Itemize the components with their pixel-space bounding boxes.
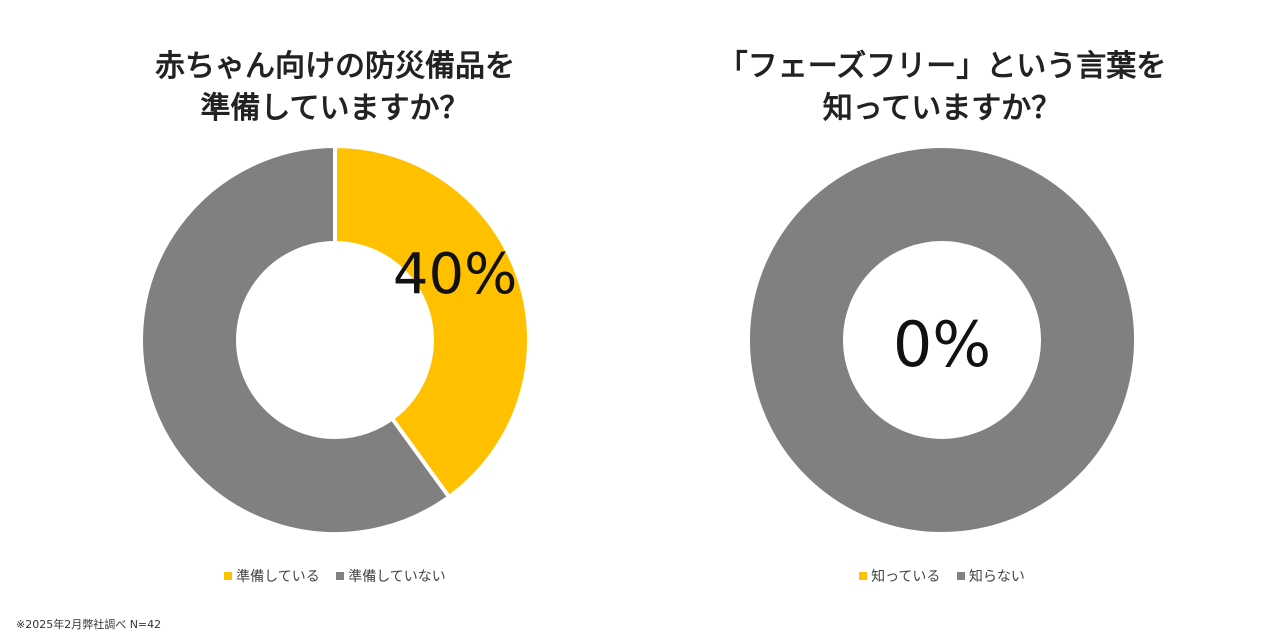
legend-swatch <box>336 572 345 580</box>
footnote: ※2025年2月弊社調べ N=42 <box>16 618 162 631</box>
chart-legend: 知っている 知らない <box>622 566 1262 586</box>
legend-item: 知らない <box>956 566 1025 586</box>
chart-panel-baby-supplies: 赤ちゃん向けの防災備品を 準備していますか？ 40% 準備している 準備していな… <box>15 0 655 600</box>
chart-legend: 準備している 準備していない <box>15 566 655 586</box>
legend-item: 知っている <box>859 566 940 586</box>
donut-slice <box>333 143 531 500</box>
donut-chart: 40% <box>139 143 531 536</box>
chart-panel-phase-free: 「フェーズフリー」という言葉を 知っていますか？ 0% 知っている 知らない <box>622 0 1262 600</box>
donut-slice <box>139 143 452 536</box>
legend-label: 準備していない <box>348 569 446 585</box>
legend-item: 準備している <box>224 566 320 586</box>
legend-label: 知らない <box>968 569 1025 585</box>
legend-swatch <box>224 572 233 580</box>
center-value-label: 0% <box>893 308 991 381</box>
legend-label: 知っている <box>871 569 941 585</box>
chart-title: 赤ちゃん向けの防災備品を 準備していますか？ <box>155 49 515 126</box>
legend-label: 準備している <box>236 569 320 585</box>
chart-title: 「フェーズフリー」という言葉を 知っていますか？ <box>717 49 1167 126</box>
donut-slice <box>746 143 1138 537</box>
legend-item: 準備していない <box>336 566 446 586</box>
legend-swatch <box>956 572 965 580</box>
legend-swatch <box>859 572 868 580</box>
center-value-label: 40% <box>393 242 517 307</box>
donut-chart: 0% <box>746 143 1138 537</box>
